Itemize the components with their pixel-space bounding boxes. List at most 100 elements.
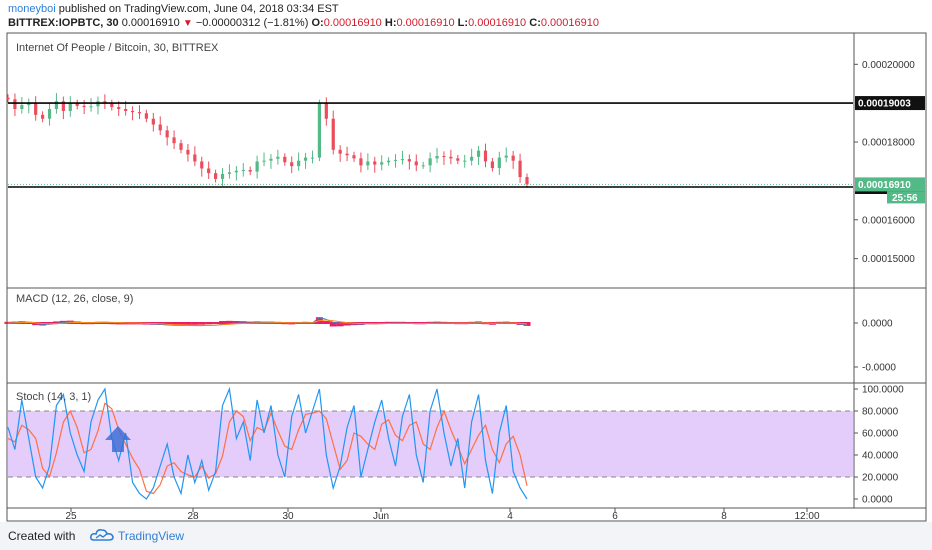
horizontal-line-label: 0.00019003 <box>858 99 911 110</box>
macd-histogram-bar <box>177 322 185 325</box>
stoch-pane-title: Stoch (14, 3, 1) <box>16 391 91 403</box>
candle-body <box>366 161 370 166</box>
macd-pane: 0.0000 -0.0000 <box>4 317 896 374</box>
macd-histogram-bar <box>46 322 54 325</box>
candle-body <box>137 112 142 114</box>
candle-body <box>144 113 148 119</box>
last-price-tag <box>855 177 925 192</box>
footer-bar: Created with TradingView <box>0 522 932 550</box>
created-with-text: Created with <box>8 529 76 543</box>
candle-body <box>449 156 453 159</box>
symbol-label: BITTREX:IOPBTC, 30 <box>8 17 119 29</box>
candle-body <box>248 170 252 172</box>
candle-body <box>103 101 107 104</box>
macd-histogram-bar <box>205 322 213 325</box>
candle-body <box>241 170 245 172</box>
candle-body <box>359 158 363 166</box>
last-price: 0.00016910 <box>121 17 180 29</box>
candle-body <box>179 143 183 150</box>
candle-body <box>227 172 232 174</box>
chart-area[interactable]: 0.00020000 0.00018000 0.00016000 0.00015000… <box>0 0 932 522</box>
macd-histogram-bar <box>232 321 240 324</box>
price-axis-label: 0.00018000 <box>862 138 915 149</box>
candle-body <box>214 173 218 179</box>
ohlc-header: BITTREX:IOPBTC, 30 0.00016910 ▼ −0.00000… <box>8 17 599 29</box>
candle-body <box>61 101 65 111</box>
low-label: L: <box>457 17 469 29</box>
candle-body <box>297 160 301 167</box>
candle-body <box>41 114 45 119</box>
candle-body <box>324 103 328 119</box>
macd-histogram-bar <box>52 321 60 324</box>
signal-line <box>7 319 528 326</box>
countdown-tag <box>887 191 925 204</box>
macd-pane-title: MACD (12, 26, close, 9) <box>16 293 133 305</box>
macd-histogram-bar <box>191 322 199 325</box>
macd-histogram-bar <box>219 321 227 324</box>
candle-body <box>89 106 93 108</box>
price-axis-label: 0.00020000 <box>862 60 915 71</box>
stoch-band <box>8 411 853 477</box>
stoch-k-line <box>7 386 528 500</box>
candle-body <box>407 159 411 162</box>
candle-body <box>483 150 488 162</box>
stoch-axis-label: 0.0000 <box>862 495 893 506</box>
stoch-axis-label: 100.0000 <box>862 385 904 396</box>
tradingview-cloud-icon[interactable] <box>90 528 114 549</box>
stoch-pane: 100.0000 80.0000 60.0000 40.0000 20.0000 0.00… <box>7 385 904 506</box>
publish-info: moneyboi published on TradingView.com, J… <box>8 3 339 15</box>
candle-body <box>75 103 79 106</box>
candle-body <box>476 150 481 157</box>
macd-histogram-bar <box>322 321 330 324</box>
candle-body <box>331 118 335 150</box>
time-axis-label: 30 <box>282 511 294 522</box>
candle-body <box>414 161 418 166</box>
published-text: published on TradingView.com, June 04, 2… <box>58 3 339 15</box>
macd-histogram-bar <box>170 322 178 325</box>
tradingview-brand[interactable]: TradingView <box>118 529 185 543</box>
candle-body <box>172 137 176 144</box>
change-text: −0.00000312 (−1.81%) <box>195 17 309 29</box>
high-label: H: <box>384 17 397 29</box>
candle-body <box>352 155 356 159</box>
candle-body <box>463 160 467 162</box>
macd-histogram-bar <box>336 322 344 327</box>
candle-body <box>54 101 59 110</box>
low-value: 0.00016910 <box>468 17 527 29</box>
candle-body <box>186 149 190 155</box>
macd-histogram-bar <box>329 322 337 327</box>
candle-body <box>6 97 10 100</box>
close-value: 0.00016910 <box>540 17 599 29</box>
macd-histogram-bar <box>371 322 379 325</box>
author-name[interactable]: moneyboi <box>8 3 56 15</box>
time-axis-label: 4 <box>507 511 513 522</box>
candle-body <box>207 168 211 174</box>
time-axis-label: 8 <box>721 511 727 522</box>
candle-body <box>234 170 238 173</box>
stoch-d-line <box>7 402 528 495</box>
candle-body <box>193 154 197 162</box>
candle-body <box>151 118 155 125</box>
candle-body <box>380 162 384 165</box>
candle-body <box>110 103 114 108</box>
macd-histogram-bar <box>101 321 109 324</box>
candle-body <box>470 156 474 161</box>
candle-body <box>82 105 86 108</box>
macd-axis-label: -0.0000 <box>862 363 896 374</box>
candle-body <box>158 124 162 131</box>
stoch-axis-label: 20.0000 <box>862 473 899 484</box>
candle-body <box>435 156 439 159</box>
candle-body <box>255 161 259 172</box>
candle-body <box>442 156 446 158</box>
macd-axis-label: 0.0000 <box>862 319 893 330</box>
candle-body <box>428 158 432 166</box>
macd-histogram-bar <box>212 322 220 324</box>
candle-body <box>269 158 273 161</box>
last-price-label: 0.00016910 <box>858 180 911 191</box>
candle-body <box>130 110 135 113</box>
price-pane: 0.00020000 0.00018000 0.00016000 0.00015000… <box>6 60 925 265</box>
candle-body <box>68 103 72 111</box>
high-value: 0.00016910 <box>396 17 455 29</box>
candle-body <box>124 109 128 111</box>
candle-body <box>525 177 529 185</box>
